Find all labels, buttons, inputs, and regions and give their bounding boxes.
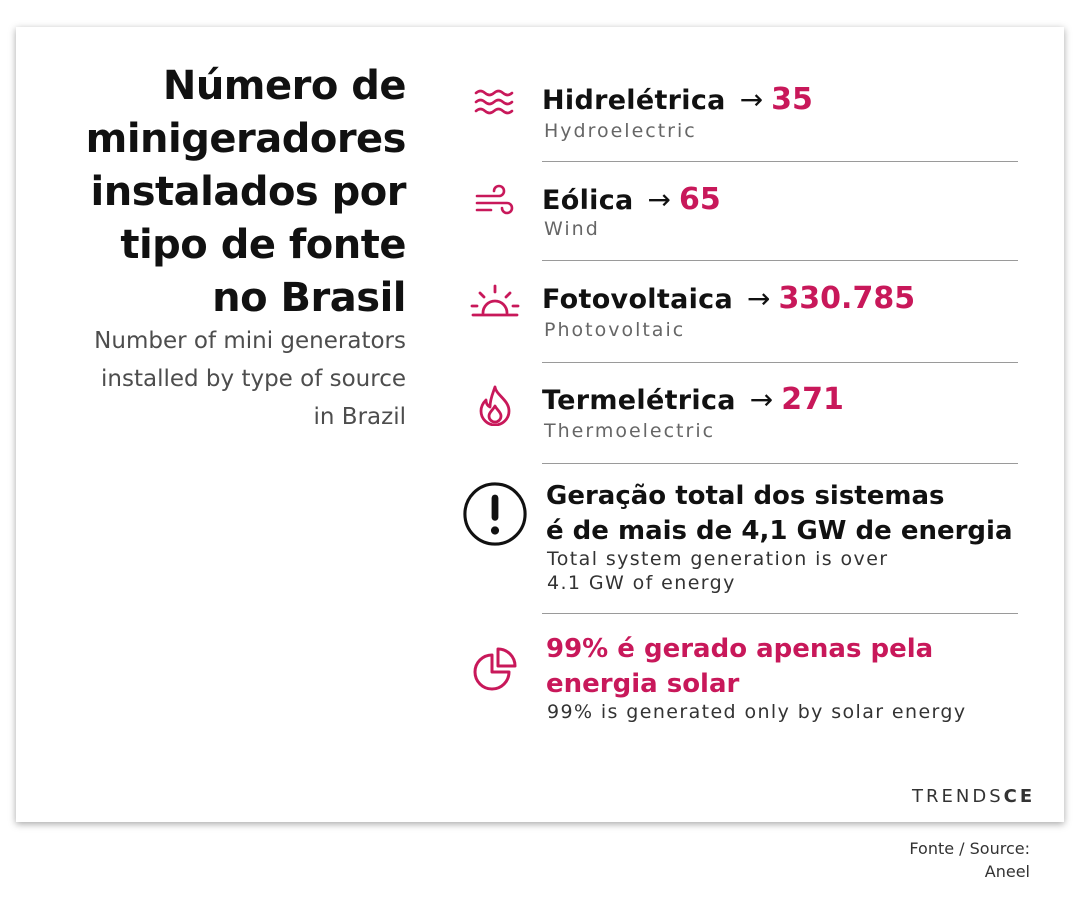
page-subtitle: Number of mini generators installed by t… <box>94 328 406 430</box>
arrow-right-icon: → <box>749 383 774 416</box>
divider <box>542 161 1018 162</box>
note-english: Total system generation is over 4.1 GW o… <box>547 548 889 594</box>
source-credit: Fonte / Source: Aneel <box>909 839 1030 881</box>
source-english: Hydroelectric <box>544 120 697 142</box>
exclamation-circle-icon <box>462 480 528 548</box>
source-value: 330.785 <box>778 281 916 316</box>
flame-icon <box>462 384 528 426</box>
source-value: 271 <box>781 382 844 417</box>
water-waves-icon <box>462 88 528 118</box>
page-title: Número de minigeradores instalados por t… <box>85 63 407 321</box>
infographic-card <box>16 27 1064 822</box>
brand-logo: TRENDSCE <box>912 786 1036 807</box>
divider <box>542 362 1018 363</box>
divider <box>542 613 1018 614</box>
source-value: 35 <box>771 82 813 117</box>
source-name: Hidrelétrica <box>542 85 726 116</box>
arrow-right-icon: → <box>746 282 771 315</box>
wind-icon <box>462 184 528 220</box>
source-value: 65 <box>679 182 721 217</box>
source-english: Wind <box>544 218 600 240</box>
source-name: Fotovoltaica <box>542 284 733 315</box>
source-english: Thermoelectric <box>544 420 716 442</box>
source-name: Termelétrica <box>542 385 736 416</box>
note-title: 99% é gerado apenas pela energia solar <box>546 634 934 699</box>
divider <box>542 463 1018 464</box>
note-title: Geração total dos sistemas é de mais de … <box>546 481 1013 546</box>
source-name: Eólica <box>542 185 634 216</box>
divider <box>542 260 1018 261</box>
arrow-right-icon: → <box>647 183 671 216</box>
arrow-right-icon: → <box>739 83 764 116</box>
pie-chart-icon <box>462 645 528 693</box>
note-english: 99% is generated only by solar energy <box>547 701 967 723</box>
source-english: Photovoltaic <box>544 319 686 341</box>
sunrise-icon <box>462 283 528 321</box>
